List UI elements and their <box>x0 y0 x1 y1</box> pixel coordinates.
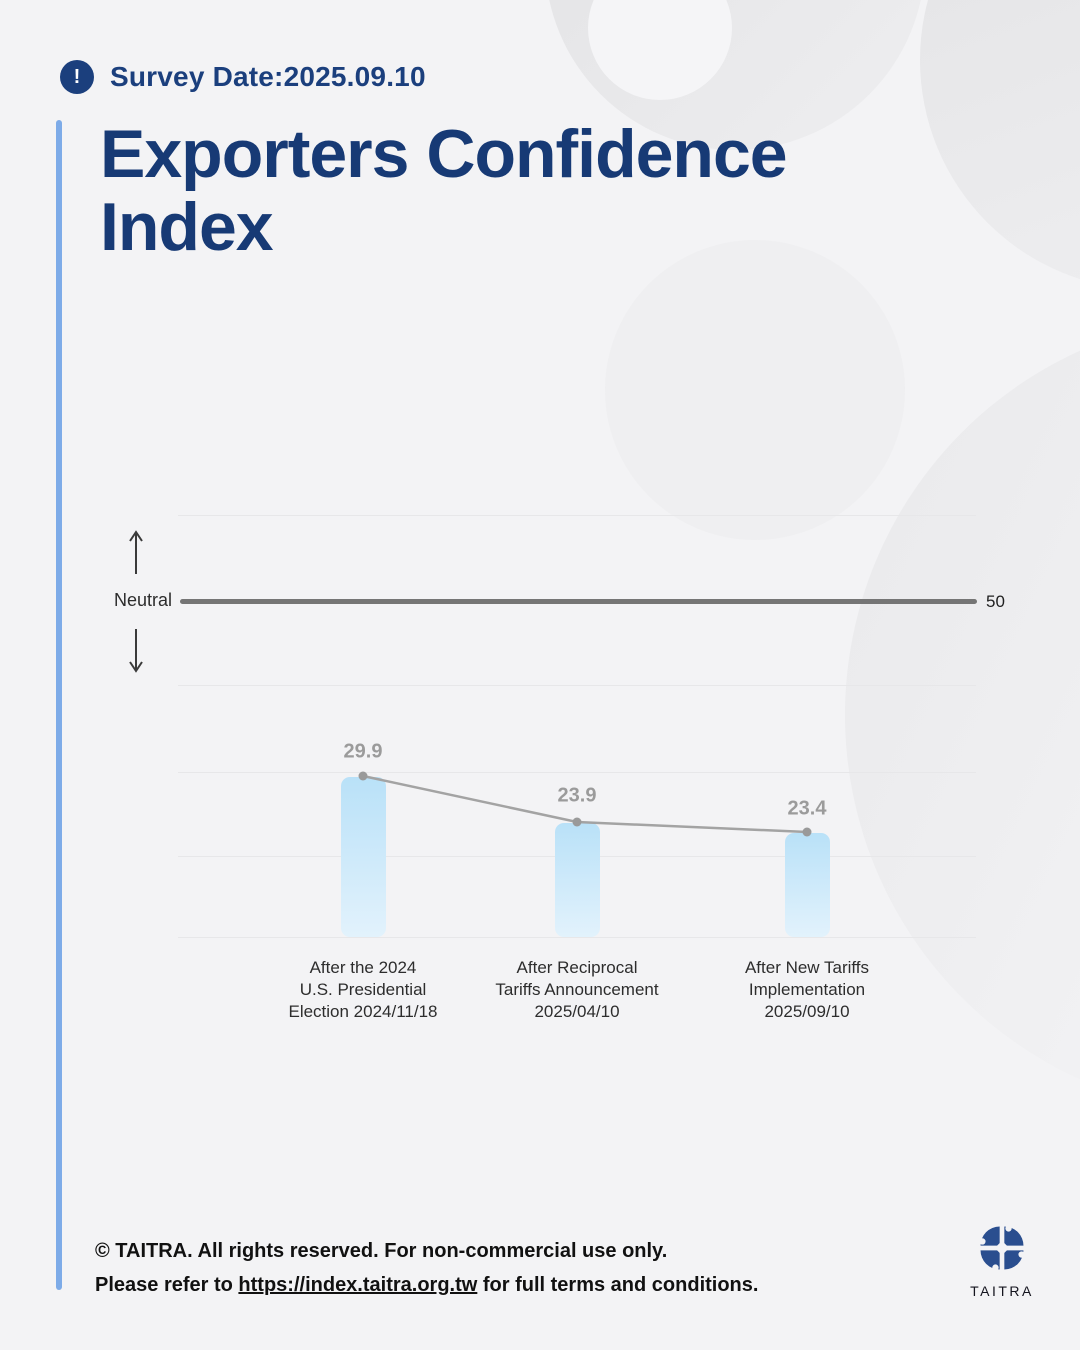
value-label-0: 29.9 <box>343 740 383 763</box>
footer: © TAITRA. All rights reserved. For non-c… <box>95 1234 758 1302</box>
taitra-logo: TAITRA <box>960 1220 1044 1299</box>
decor-circle-mid <box>605 240 905 540</box>
page-title: Exporters Confidence Index <box>100 116 788 265</box>
footer-line1: © TAITRA. All rights reserved. For non-c… <box>95 1240 668 1262</box>
bar-0 <box>340 777 386 937</box>
bar-1 <box>554 823 600 937</box>
category-label-0: After the 2024 U.S. Presidential Electio… <box>288 958 438 1021</box>
gridline-2 <box>178 772 976 773</box>
terms-link[interactable]: https://index.taitra.org.tw <box>238 1274 478 1296</box>
gridline-4 <box>178 937 976 938</box>
footer-line2: Please refer to https://index.taitra.org… <box>95 1268 758 1302</box>
gridline-1 <box>178 685 976 686</box>
arrow-up-icon <box>129 530 143 574</box>
gridline-0 <box>178 515 976 516</box>
survey-date-label: Survey Date:2025.09.10 <box>110 61 426 92</box>
alert-icon: ! <box>60 60 94 94</box>
taitra-logo-mark <box>979 1225 1025 1271</box>
value-label-1: 23.9 <box>557 784 597 807</box>
category-label-1: After Reciprocal Tariffs Announcement 20… <box>495 958 659 1021</box>
taitra-logo-text: TAITRA <box>970 1283 1034 1299</box>
neutral-tick-50: 50 <box>986 592 1005 611</box>
value-label-2: 23.4 <box>787 797 827 820</box>
neutral-label: Neutral <box>113 590 172 610</box>
arrow-down-icon <box>129 629 143 673</box>
header: ! Survey Date:2025.09.10 <box>60 60 426 94</box>
neutral-line <box>180 599 977 604</box>
footer-line2-prefix: Please refer to <box>95 1274 239 1296</box>
category-label-2: After New Tariffs Implementation 2025/09… <box>744 958 870 1021</box>
accent-bar <box>56 120 62 1290</box>
bar-2 <box>784 833 830 937</box>
footer-line2-suffix: for full terms and conditions. <box>477 1274 759 1296</box>
